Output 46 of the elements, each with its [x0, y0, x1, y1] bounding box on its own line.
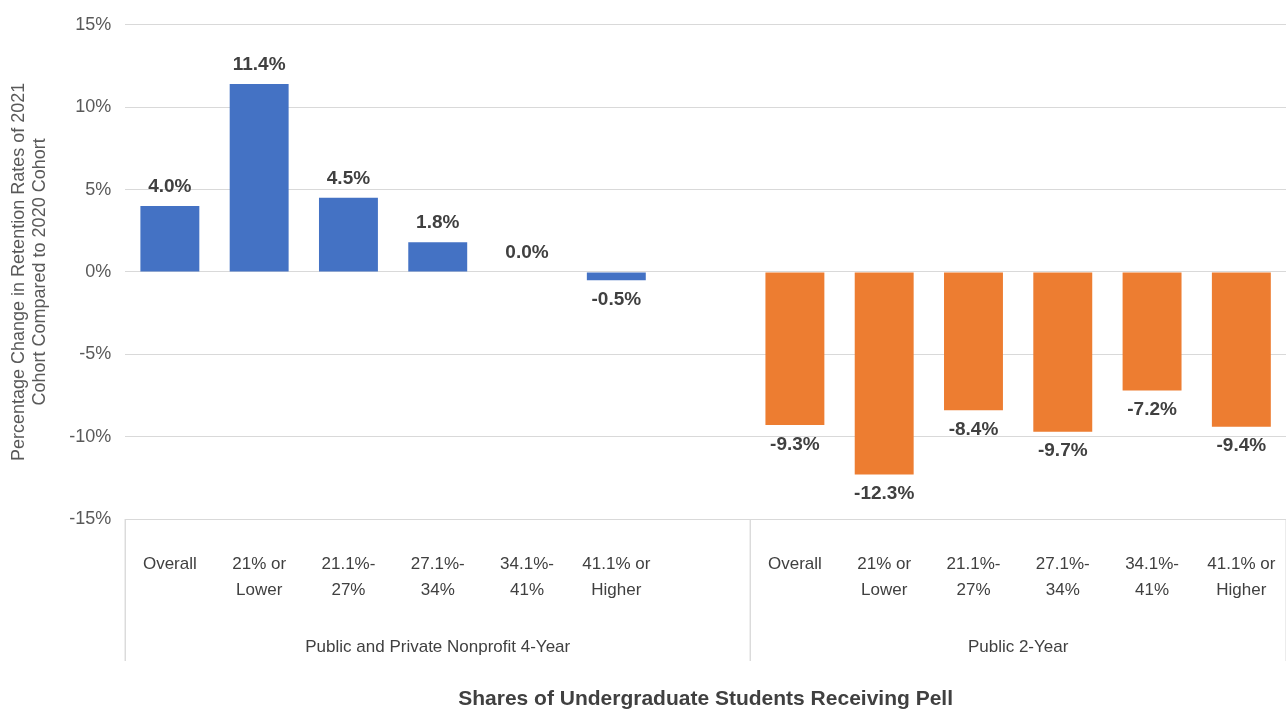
bar [318, 197, 378, 272]
data-label: -0.5% [591, 287, 642, 309]
x-axis-title: Shares of Undergraduate Students Receiving Pell [458, 685, 954, 709]
x-tick-label: Overall [767, 553, 822, 573]
text: Public 2-Year [967, 636, 1069, 656]
y-tick-label: 0% [85, 260, 112, 281]
data-label: 1.8% [416, 210, 460, 232]
bar [944, 272, 1003, 411]
x-tick-label: 34.1%-41% [1125, 553, 1179, 599]
bar [1211, 272, 1271, 427]
x-tick-label: 21% or Lower [857, 553, 912, 599]
bar [1122, 272, 1182, 391]
x-tick-label: 21% or Lower [232, 553, 287, 599]
y-tick-label: 15% [75, 13, 112, 34]
data-label: 0.0% [505, 240, 549, 262]
data-label: -12.3% [854, 482, 915, 504]
x-tick-label: 27.1%-34% [410, 553, 465, 599]
data-label: -8.4% [948, 418, 999, 440]
bar [140, 206, 200, 272]
x-tick-label: 27.1%-34% [1035, 553, 1090, 599]
y-tick-label: 10% [75, 96, 112, 117]
y-tick-label: 5% [85, 178, 112, 199]
data-label: -9.7% [1037, 439, 1088, 461]
data-label: -9.3% [770, 432, 820, 454]
y-tick-label: -15% [69, 507, 112, 528]
data-label: 11.4% [232, 52, 286, 74]
data-label: 4.0% [148, 174, 192, 196]
bar [408, 242, 468, 272]
x-tick-label: Overall [142, 553, 197, 573]
bar [854, 272, 914, 475]
data-label: 4.5% [326, 166, 371, 188]
x-tick-label: 41.1% or Higher [1207, 553, 1276, 599]
data-label: -9.4% [1216, 434, 1267, 456]
bar [765, 272, 825, 426]
data-label: -7.2% [1127, 398, 1177, 420]
bar [1033, 272, 1093, 432]
bar [229, 84, 289, 272]
text: Public and Private Nonprofit 4-Year [305, 636, 571, 656]
bar [586, 272, 646, 281]
y-tick-label: -5% [79, 343, 112, 364]
x-tick-label: 41.1% or Higher [582, 553, 651, 599]
y-tick-label: -10% [69, 425, 112, 446]
x-tick-label: 34.1%-41% [500, 553, 554, 599]
x-tick-label: 21.1%-27% [321, 553, 376, 599]
y-axis-title: Percentage Change in Retention Rates of 2021 Cohort Compared to 2020 Cohort [7, 82, 50, 462]
x-tick-label: 21.1%-27% [946, 553, 1001, 599]
